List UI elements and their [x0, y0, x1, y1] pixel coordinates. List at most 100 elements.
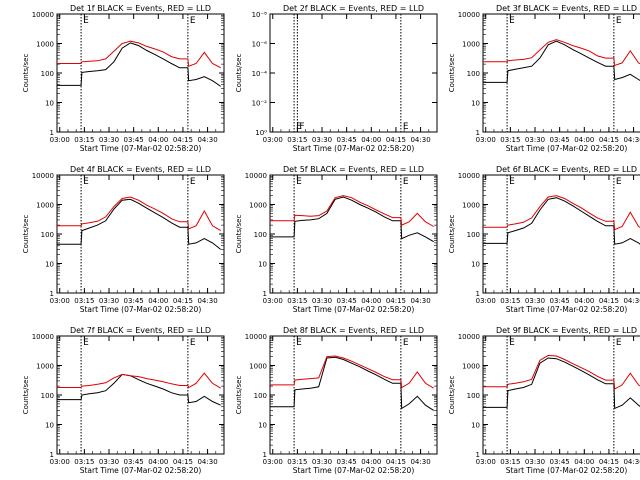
chart-title: Det 9f BLACK = Events, RED = LLD: [496, 326, 637, 335]
event-marker-label: E: [509, 16, 515, 26]
x-axis-label: Start Time (07-Mar-02 02:58:20): [293, 144, 415, 153]
chart-title: Det 1f BLACK = Events, RED = LLD: [70, 4, 211, 13]
y-tick-label: 10000: [458, 11, 480, 19]
y-tick-label: 1: [50, 290, 54, 298]
y-tick-label: 100: [467, 231, 480, 239]
y-tick-label: 1000: [36, 41, 54, 49]
y-tick-label: 1: [50, 451, 54, 459]
x-tick-label: 03:45: [124, 136, 144, 144]
x-tick-label: 03:30: [312, 297, 332, 305]
chart-title: Det 4f BLACK = Events, RED = LLD: [70, 165, 211, 174]
event-marker-label: E: [296, 338, 302, 348]
x-tick-label: 03:45: [337, 297, 357, 305]
x-tick-label: 03:30: [525, 297, 545, 305]
y-tick-label: 10⁻⁶: [252, 41, 268, 49]
x-tick-label: 03:15: [74, 136, 94, 144]
x-tick-label: 04:15: [386, 458, 406, 466]
series-lld-line: [57, 372, 221, 389]
y-tick-label: 1: [476, 290, 480, 298]
x-tick-label: 04:15: [599, 136, 619, 144]
x-axis-label: Start Time (07-Mar-02 02:58:20): [293, 305, 415, 314]
y-tick-label: 1000: [249, 363, 267, 371]
y-tick-label: 1000: [462, 202, 480, 210]
x-tick-label: 03:45: [550, 297, 570, 305]
chart-title: Det 8f BLACK = Events, RED = LLD: [283, 326, 424, 335]
y-tick-label: 10: [471, 100, 480, 108]
series-events-line: [270, 356, 434, 411]
event-marker-label: E: [296, 122, 302, 132]
event-marker-label: E: [509, 338, 515, 348]
series-events-line: [57, 198, 222, 250]
y-tick-label: 100: [467, 70, 480, 78]
y-axis-label: Counts/sec: [448, 376, 456, 415]
x-tick-label: 04:00: [361, 136, 381, 144]
y-axis-label: Counts/sec: [22, 215, 30, 254]
chart-panel: Det 1f BLACK = Events, RED = LLD 1 10 100 10…: [22, 4, 225, 153]
x-tick-label: 04:30: [623, 136, 640, 144]
x-axis-label: Start Time (07-Mar-02 02:58:20): [80, 305, 202, 314]
plot-frame: [482, 174, 640, 294]
y-tick-label: 100: [41, 392, 54, 400]
x-axis-label: Start Time (07-Mar-02 02:58:20): [293, 466, 415, 475]
plot-frame: [482, 335, 640, 455]
y-tick-label: 10000: [245, 172, 267, 180]
x-tick-label: 03:45: [550, 458, 570, 466]
x-tick-label: 04:15: [173, 297, 193, 305]
y-axis-label: Counts/sec: [448, 215, 456, 254]
event-marker-label: E: [83, 16, 89, 26]
x-tick-label: 03:00: [50, 297, 70, 305]
x-tick-label: 04:15: [599, 297, 619, 305]
x-tick-label: 04:30: [623, 297, 640, 305]
plot-frame: [482, 13, 640, 133]
y-tick-label: 10: [471, 261, 480, 269]
event-marker-label: E: [616, 177, 622, 187]
event-marker-label: E: [616, 16, 622, 26]
y-tick-label: 10: [45, 422, 54, 430]
x-tick-label: 03:30: [525, 458, 545, 466]
y-tick-label: 1: [50, 129, 54, 137]
x-tick-label: 03:45: [337, 458, 357, 466]
y-tick-label: 10000: [32, 11, 54, 19]
x-tick-label: 03:30: [99, 297, 119, 305]
x-tick-label: 04:00: [361, 458, 381, 466]
x-tick-label: 04:15: [386, 136, 406, 144]
series-events-line: [483, 197, 640, 245]
y-tick-label: 1000: [36, 202, 54, 210]
x-tick-label: 04:00: [361, 297, 381, 305]
y-tick-label: 10: [471, 422, 480, 430]
x-tick-label: 03:00: [476, 136, 496, 144]
y-tick-label: 100: [41, 70, 54, 78]
y-tick-label: 10000: [32, 333, 54, 341]
x-axis-label: Start Time (07-Mar-02 02:58:20): [80, 144, 202, 153]
chart-title: Det 6f BLACK = Events, RED = LLD: [496, 165, 637, 174]
x-tick-label: 04:15: [599, 458, 619, 466]
series-events-line: [483, 40, 640, 83]
x-tick-label: 03:00: [476, 458, 496, 466]
series-lld-line: [483, 39, 640, 67]
event-marker-label: E: [190, 338, 196, 348]
chart-title: Det 7f BLACK = Events, RED = LLD: [70, 326, 211, 335]
x-tick-label: 04:30: [410, 136, 430, 144]
x-tick-label: 03:15: [500, 297, 520, 305]
y-tick-label: 1: [476, 451, 480, 459]
x-tick-label: 03:45: [337, 136, 357, 144]
x-tick-label: 04:15: [386, 297, 406, 305]
x-tick-label: 04:00: [574, 297, 594, 305]
x-axis-label: Start Time (07-Mar-02 02:58:20): [506, 144, 628, 153]
x-tick-label: 03:45: [550, 136, 570, 144]
x-tick-label: 03:30: [99, 458, 119, 466]
y-axis-label: Counts/sec: [22, 54, 30, 93]
y-axis-label: Counts/sec: [22, 376, 30, 415]
event-marker-label: E: [509, 177, 515, 187]
y-tick-label: 1000: [36, 363, 54, 371]
y-tick-label: 10: [258, 261, 267, 269]
x-tick-label: 03:30: [312, 458, 332, 466]
x-tick-label: 03:15: [287, 136, 307, 144]
y-tick-label: 100: [41, 231, 54, 239]
series-events-line: [270, 196, 434, 243]
x-axis-label: Start Time (07-Mar-02 02:58:20): [506, 466, 628, 475]
x-tick-label: 04:00: [148, 136, 168, 144]
chart-panel: Det 7f BLACK = Events, RED = LLD 1 10 100 10…: [22, 326, 225, 475]
series-lld-line: [270, 355, 434, 389]
x-tick-label: 04:00: [148, 458, 168, 466]
